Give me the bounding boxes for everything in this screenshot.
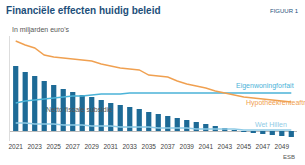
svg-text:Wet Hillen: Wet Hillen [255, 121, 287, 128]
svg-text:2049: 2049 [275, 143, 290, 150]
svg-text:Netto fiscale subsidie: Netto fiscale subsidie [46, 106, 112, 113]
svg-text:2031: 2031 [104, 143, 119, 150]
svg-text:2041: 2041 [199, 143, 214, 150]
svg-text:Financiële effecten huidig bel: Financiële effecten huidig beleid [6, 5, 160, 16]
svg-text:2045: 2045 [237, 143, 252, 150]
svg-text:2047: 2047 [256, 143, 271, 150]
svg-text:2025: 2025 [46, 143, 61, 150]
svg-text:2029: 2029 [84, 143, 99, 150]
svg-text:In miljarden euro's: In miljarden euro's [12, 26, 69, 34]
svg-text:2023: 2023 [27, 143, 42, 150]
svg-text:ESB: ESB [283, 154, 295, 160]
svg-text:Hypotheekrenteaftrek: Hypotheekrenteaftrek [246, 99, 305, 107]
svg-text:2039: 2039 [180, 143, 195, 150]
svg-text:2037: 2037 [161, 143, 176, 150]
svg-text:2035: 2035 [142, 143, 157, 150]
svg-text:2027: 2027 [65, 143, 80, 150]
svg-text:Eigenwoningforfait: Eigenwoningforfait [236, 82, 294, 90]
svg-text:2043: 2043 [218, 143, 233, 150]
svg-text:FIGUUR 1: FIGUUR 1 [270, 8, 299, 14]
svg-text:2033: 2033 [123, 143, 138, 150]
svg-text:2021: 2021 [8, 143, 23, 150]
